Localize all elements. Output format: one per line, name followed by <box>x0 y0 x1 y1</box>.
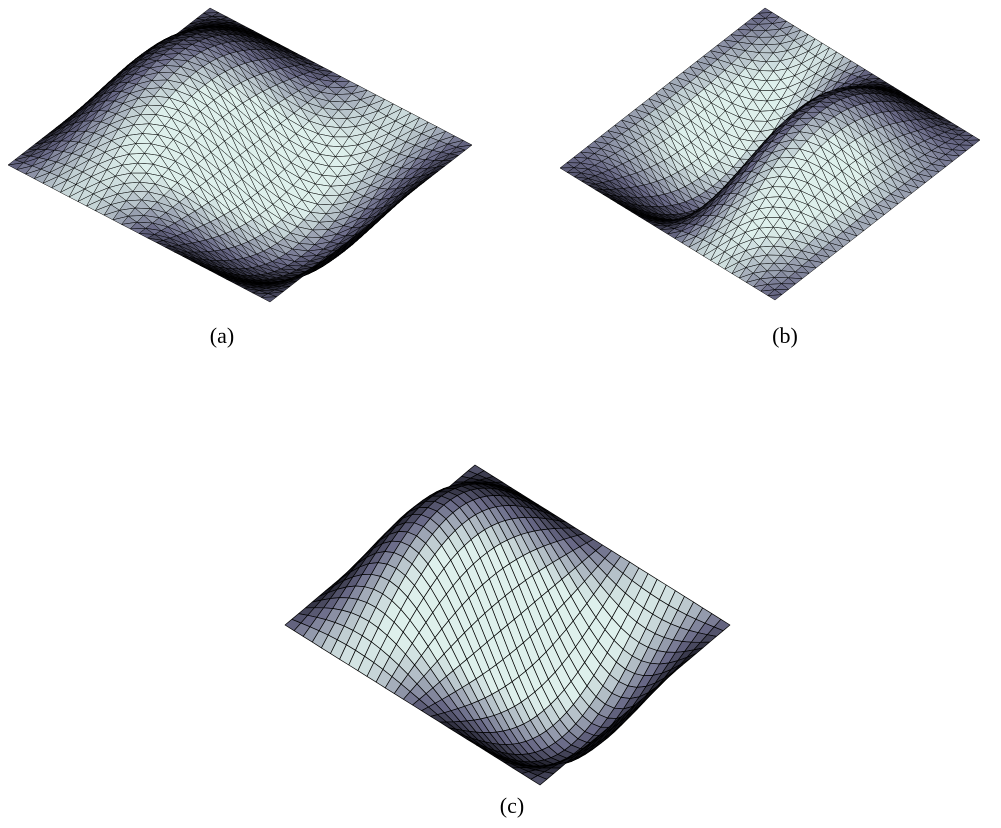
panel-label: (a) <box>210 323 234 348</box>
meshes <box>7 7 981 786</box>
panel-label: (b) <box>772 323 798 348</box>
panel-label: (c) <box>500 793 524 818</box>
mesh-face <box>261 296 277 303</box>
mesh-face <box>203 7 219 14</box>
mesh-face <box>767 294 783 301</box>
